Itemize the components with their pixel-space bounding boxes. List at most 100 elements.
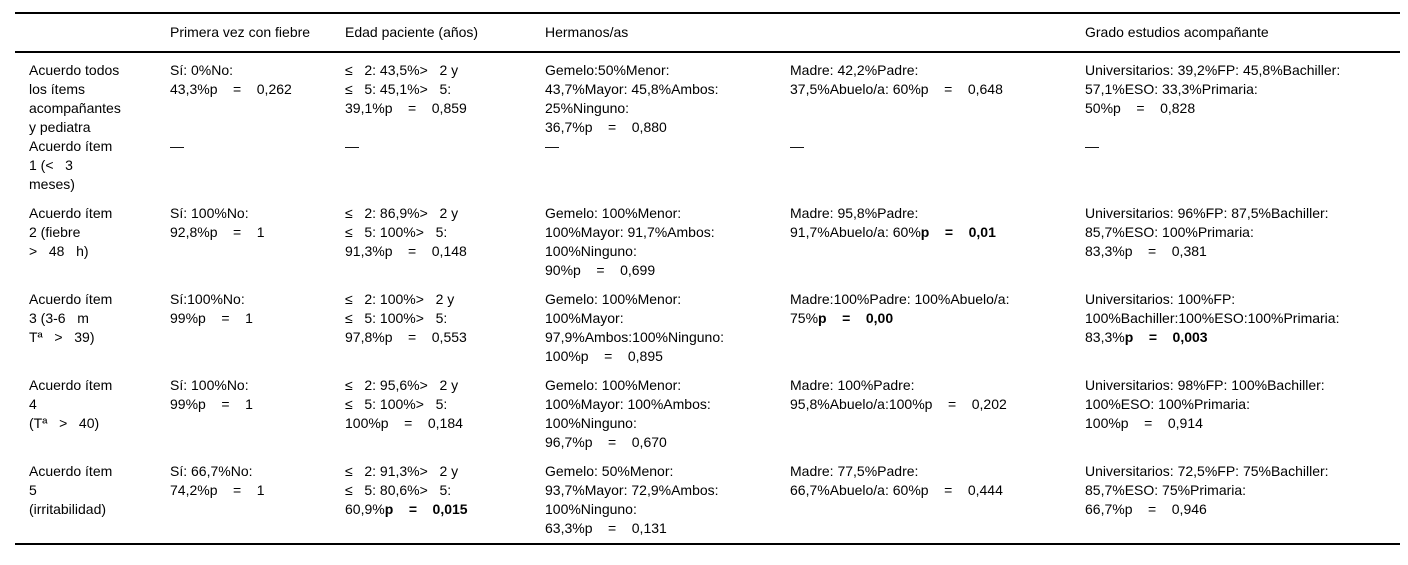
cell-text: 91,7%Abuelo/a: 60% xyxy=(790,224,921,240)
cell-line: 90%p = 0,699 xyxy=(545,262,656,278)
data-cell: Madre: 42,2%Padre: 37,5%Abuelo/a: 60%p = … xyxy=(790,52,1085,137)
cell-line: 95,8%Abuelo/a:100%p = 0,202 xyxy=(790,396,1007,412)
cell-line: 100%Mayor: 91,7%Ambos: xyxy=(545,224,715,240)
data-cell: — xyxy=(345,137,545,204)
cell-line: 43,3%p = 0,262 xyxy=(170,81,292,97)
cell-line: Universitarios: 98%FP: 100%Bachiller: xyxy=(1085,377,1325,393)
cell-line: Sí: 0%No: xyxy=(170,62,234,78)
cell-line: 100%Ninguno: xyxy=(545,243,637,259)
significant-p-value: p = 0,00 xyxy=(818,310,894,326)
cell-line: 83,3%p = 0,381 xyxy=(1085,243,1207,259)
data-cell: ≤ 2: 95,6%> 2 y ≤ 5: 100%> 5: 100%p = 0,18… xyxy=(345,376,545,462)
table-body: Acuerdo todos los ítems acompañantes y pedi… xyxy=(15,52,1400,544)
cell-line: Sí: 100%No: xyxy=(170,377,249,393)
cell-line: Acuerdo ítem xyxy=(29,463,113,479)
cell-line: ≤ 5: 100%> 5: xyxy=(345,396,448,412)
data-cell: — xyxy=(170,137,345,204)
cell-line: 100%Bachiller:100%ESO:100%Primaria: xyxy=(1085,310,1340,326)
cell-line: Acuerdo todos xyxy=(29,62,120,78)
cell-line: 99%p = 1 xyxy=(170,310,253,326)
cell-line: 66,7%Abuelo/a: 60%p = 0,444 xyxy=(790,482,1003,498)
table-row: Acuerdo ítem 3 (3-6 m Tª > 39) Sí:100%No: 99… xyxy=(15,290,1400,376)
data-cell: ≤ 2: 86,9%> 2 y ≤ 5: 100%> 5: 91,3%p = 0,1… xyxy=(345,204,545,290)
data-cell: ≤ 2: 43,5%> 2 y ≤ 5: 45,1%> 5: 39,1%p = 0,… xyxy=(345,52,545,137)
cell-line: Madre: 100%Padre: xyxy=(790,377,915,393)
data-cell: Universitarios: 72,5%FP: 75%Bachiller: 85… xyxy=(1085,462,1400,544)
cell-line: Acuerdo ítem xyxy=(29,205,113,221)
table-row: Acuerdo ítem 4 (Tª > 40) Sí: 100%No: 99%p = … xyxy=(15,376,1400,462)
cell-line: Sí: 66,7%No: xyxy=(170,463,253,479)
data-cell: Gemelo: 100%Menor: 100%Mayor: 91,7%Ambos:… xyxy=(545,204,790,290)
cell-line: Sí:100%No: xyxy=(170,291,245,307)
cell-text: 75% xyxy=(790,310,819,326)
row-label-cell: Acuerdo todos los ítems acompañantes y pedi… xyxy=(15,52,170,137)
cell-line: — xyxy=(545,138,559,154)
cell-line: 83,3%p = 0,003 xyxy=(1085,328,1396,347)
cell-line: Madre: 42,2%Padre: xyxy=(790,62,919,78)
cell-line: ≤ 2: 43,5%> 2 y xyxy=(345,62,459,78)
data-cell: Gemelo: 100%Menor: 100%Mayor: 97,9%Ambos:1… xyxy=(545,290,790,376)
cell-line: Sí: 100%No: xyxy=(170,205,249,221)
cell-line: Universitarios: 39,2%FP: 45,8%Bachiller: xyxy=(1085,62,1341,78)
cell-line: Gemelo: 100%Menor: xyxy=(545,377,682,393)
cell-line: 100%Mayor: 100%Ambos: xyxy=(545,396,711,412)
cell-line: 2 (fiebre xyxy=(29,224,81,240)
data-cell: Madre: 95,8%Padre: 91,7%Abuelo/a: 60%p = … xyxy=(790,204,1085,290)
cell-line: Universitarios: 96%FP: 87,5%Bachiller: xyxy=(1085,205,1329,221)
data-cell: Gemelo: 100%Menor: 100%Mayor: 100%Ambos: 1… xyxy=(545,376,790,462)
cell-line: 99%p = 1 xyxy=(170,396,253,412)
cell-line: ≤ 5: 100%> 5: xyxy=(345,310,448,326)
row-label-cell: Acuerdo ítem 2 (fiebre > 48 h) xyxy=(15,204,170,290)
row-label-cell: Acuerdo ítem 1 (< 3 meses) xyxy=(15,137,170,204)
cell-line: — xyxy=(170,138,184,154)
cell-line: 85,7%ESO: 75%Primaria: xyxy=(1085,482,1247,498)
cell-line: 96,7%p = 0,670 xyxy=(545,434,667,450)
data-cell: — xyxy=(790,137,1085,204)
data-cell: Universitarios: 98%FP: 100%Bachiller: 100… xyxy=(1085,376,1400,462)
table-row: Acuerdo ítem 2 (fiebre > 48 h) Sí: 100%No: 9… xyxy=(15,204,1400,290)
data-cell: Madre: 100%Padre: 95,8%Abuelo/a:100%p = 0… xyxy=(790,376,1085,462)
cell-line: 97,9%Ambos:100%Ninguno: xyxy=(545,329,725,345)
cell-line: 50%p = 0,828 xyxy=(1085,100,1196,116)
cell-line: 74,2%p = 1 xyxy=(170,482,265,498)
header-row: Primera vez con fiebre Edad paciente (añ… xyxy=(15,13,1400,53)
data-cell: Gemelo:50%Menor: 43,7%Mayor: 45,8%Ambos: 2… xyxy=(545,52,790,137)
cell-line: 97,8%p = 0,553 xyxy=(345,329,467,345)
cell-line: Acuerdo ítem xyxy=(29,377,113,393)
significant-p-value: p = 0,01 xyxy=(920,224,996,240)
significant-p-value: p = 0,003 xyxy=(1124,329,1208,345)
table-row: Acuerdo ítem 5 (irritabilidad) Sí: 66,7%No:… xyxy=(15,462,1400,544)
cell-line: ≤ 2: 86,9%> 2 y xyxy=(345,205,459,221)
cell-line: 85,7%ESO: 100%Primaria: xyxy=(1085,224,1254,240)
cell-line: — xyxy=(1085,138,1099,154)
cell-line: Gemelo:50%Menor: xyxy=(545,62,670,78)
cell-line: 39,1%p = 0,859 xyxy=(345,100,467,116)
cell-line: Acuerdo ítem xyxy=(29,138,113,154)
data-cell: Sí: 100%No: 92,8%p = 1 xyxy=(170,204,345,290)
cell-line: los ítems xyxy=(29,81,86,97)
cell-line: — xyxy=(345,138,359,154)
cell-line: acompañantes xyxy=(29,100,121,116)
cell-line: 100%Ninguno: xyxy=(545,501,637,517)
cell-line: 75%p = 0,00 xyxy=(790,309,1081,328)
header-acompanante xyxy=(790,13,1085,53)
cell-line: ≤ 5: 100%> 5: xyxy=(345,224,448,240)
cell-line: 4 xyxy=(29,396,37,412)
cell-line: (Tª > 40) xyxy=(29,415,100,431)
cell-line: ≤ 2: 95,6%> 2 y xyxy=(345,377,459,393)
cell-line: 1 (< 3 xyxy=(29,157,73,173)
data-cell: ≤ 2: 91,3%> 2 y ≤ 5: 80,6%> 5: 60,9%p = 0,… xyxy=(345,462,545,544)
header-grado-estudios: Grado estudios acompañante xyxy=(1085,13,1400,53)
header-primera-vez-con-fiebre: Primera vez con fiebre xyxy=(170,13,345,53)
cell-line: 36,7%p = 0,880 xyxy=(545,119,667,135)
cell-line: 100%Ninguno: xyxy=(545,415,637,431)
cell-line: Acuerdo ítem xyxy=(29,291,113,307)
cell-line: 57,1%ESO: 33,3%Primaria: xyxy=(1085,81,1258,97)
cell-line: Universitarios: 72,5%FP: 75%Bachiller: xyxy=(1085,463,1329,479)
cell-line: 100%ESO: 100%Primaria: xyxy=(1085,396,1250,412)
data-cell: Madre:100%Padre: 100%Abuelo/a: 75%p = 0,0… xyxy=(790,290,1085,376)
row-label-cell: Acuerdo ítem 4 (Tª > 40) xyxy=(15,376,170,462)
cell-line: 37,5%Abuelo/a: 60%p = 0,648 xyxy=(790,81,1003,97)
data-cell: Gemelo: 50%Menor: 93,7%Mayor: 72,9%Ambos:… xyxy=(545,462,790,544)
